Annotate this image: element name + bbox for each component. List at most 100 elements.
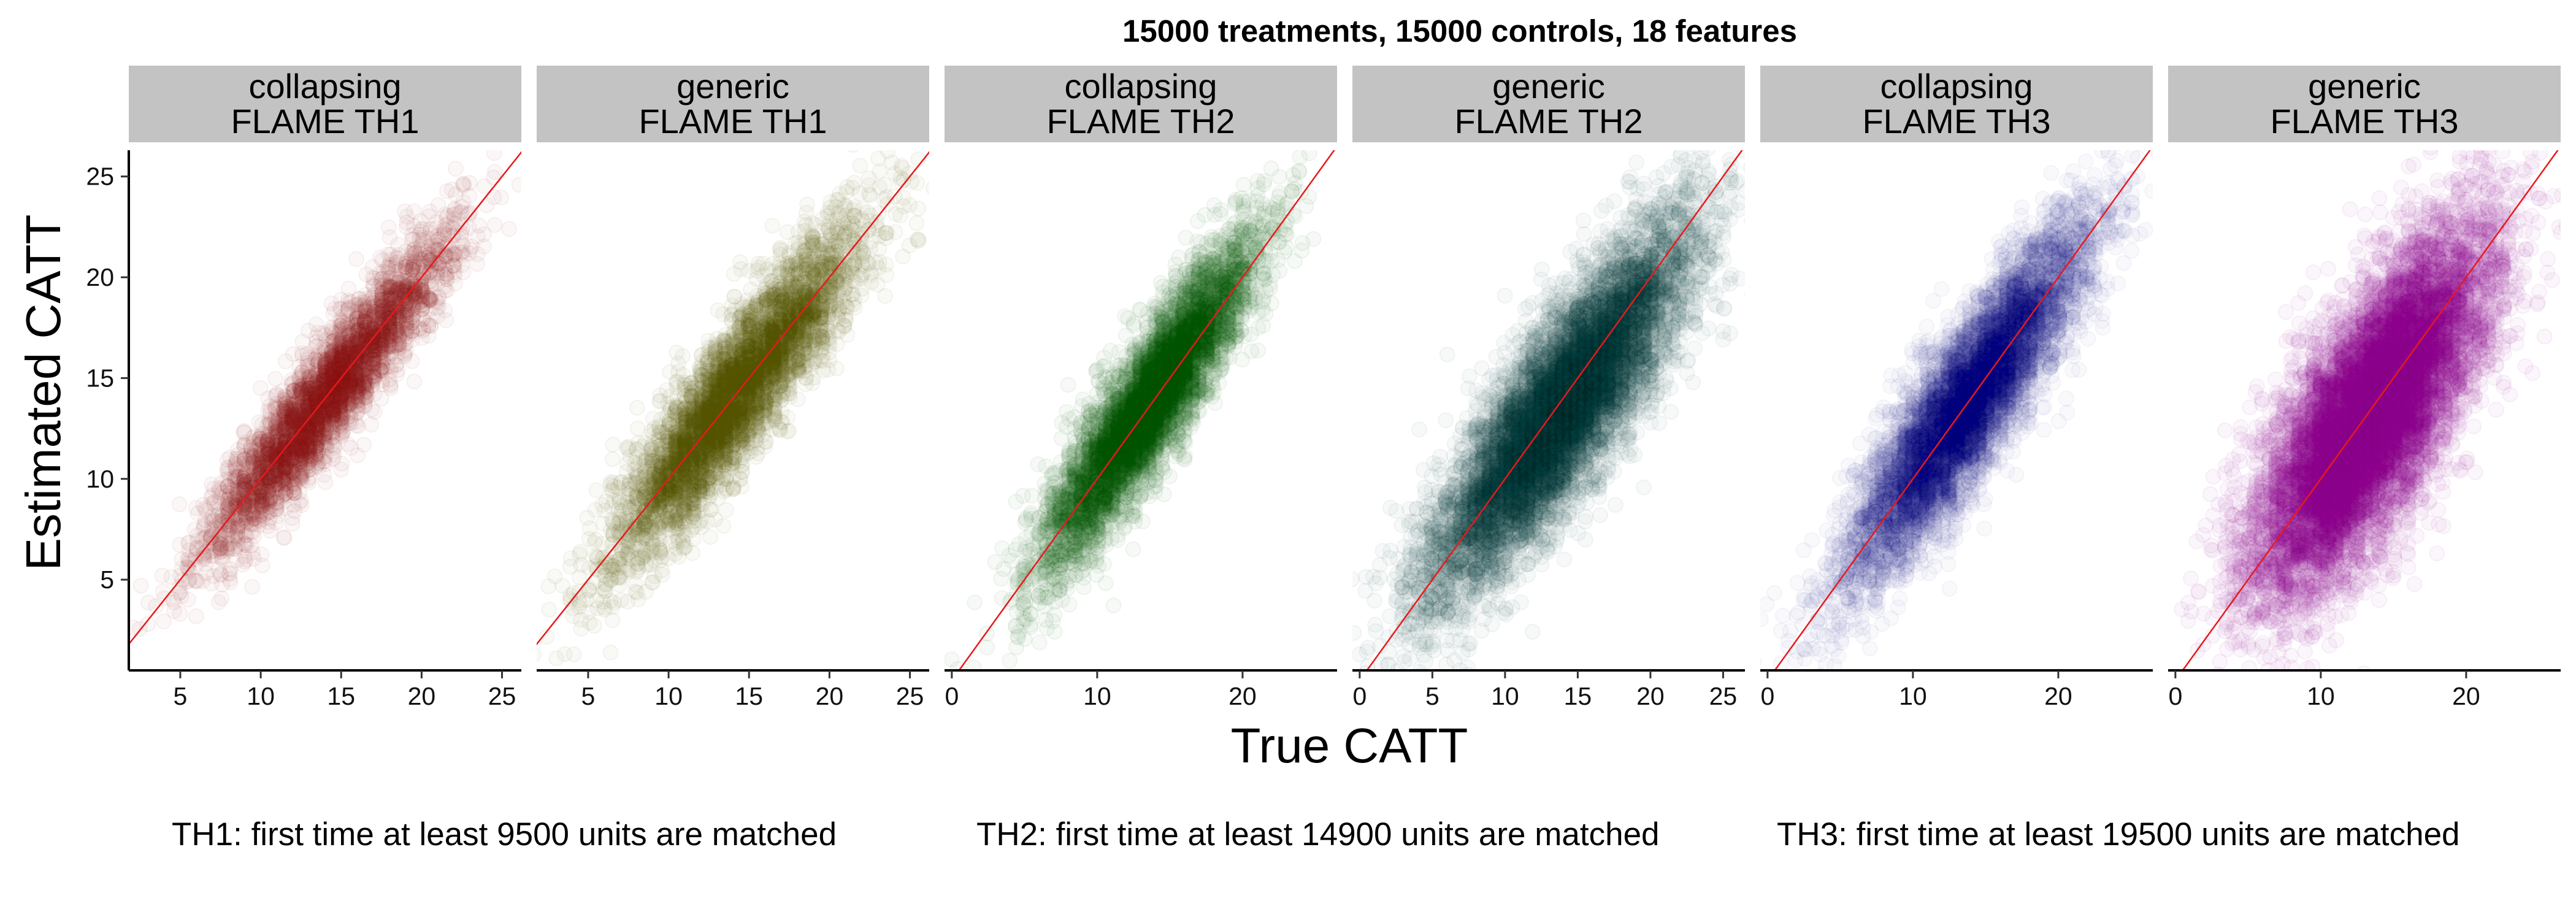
point [311, 381, 327, 397]
point [380, 296, 397, 313]
point [221, 488, 238, 504]
point [254, 486, 270, 502]
point [222, 541, 239, 558]
point [331, 383, 348, 399]
point [227, 497, 243, 514]
point [382, 275, 399, 291]
point [359, 387, 375, 404]
point [356, 389, 372, 405]
point [220, 500, 236, 517]
point [332, 342, 348, 358]
point [381, 315, 397, 331]
point [363, 347, 380, 363]
point [332, 391, 349, 408]
point [318, 420, 334, 436]
point [213, 475, 230, 491]
point [357, 362, 374, 379]
point [332, 389, 349, 406]
point [331, 323, 348, 340]
point [237, 434, 254, 451]
point [316, 393, 332, 410]
point [445, 207, 462, 223]
point [261, 442, 278, 458]
point [348, 347, 365, 363]
point [156, 613, 172, 630]
point [372, 341, 389, 358]
point [237, 437, 253, 453]
point [366, 347, 383, 363]
point [259, 491, 275, 507]
point [396, 307, 412, 323]
point [372, 315, 389, 332]
point [366, 305, 382, 322]
point [335, 391, 351, 407]
point [476, 238, 492, 255]
point [195, 521, 212, 537]
point [341, 355, 358, 371]
point [293, 469, 309, 486]
point [326, 407, 343, 423]
point [334, 352, 351, 368]
point [430, 247, 447, 263]
point [270, 451, 286, 467]
point [174, 551, 190, 568]
point [261, 444, 277, 460]
point [292, 437, 309, 453]
point [268, 454, 285, 470]
point [447, 186, 464, 203]
point [334, 367, 351, 383]
point [221, 511, 237, 527]
point [294, 334, 311, 350]
point [259, 505, 275, 521]
point [236, 467, 252, 483]
point [293, 435, 309, 451]
point [323, 359, 340, 375]
point [316, 356, 333, 372]
point [268, 457, 285, 473]
point [420, 250, 436, 266]
point [220, 506, 236, 522]
point [227, 459, 243, 475]
point [332, 410, 349, 426]
point [204, 529, 220, 545]
point [339, 350, 356, 367]
point [299, 394, 316, 410]
point [380, 324, 396, 341]
point [267, 428, 283, 445]
point [364, 367, 381, 384]
point [245, 508, 261, 525]
point [285, 391, 301, 408]
point [251, 457, 268, 473]
point [285, 417, 302, 434]
x-tick-label: 5 [174, 682, 188, 710]
point [431, 259, 447, 275]
point [415, 229, 432, 246]
point [381, 307, 397, 323]
point [342, 378, 359, 394]
point [308, 388, 324, 404]
point [383, 246, 399, 263]
point [325, 385, 342, 401]
point [294, 420, 310, 436]
point [244, 505, 261, 522]
point [331, 411, 348, 427]
point [358, 328, 374, 345]
point [243, 447, 259, 463]
point [334, 455, 350, 472]
point [372, 332, 388, 348]
point [429, 264, 446, 281]
point [383, 289, 399, 306]
point [365, 306, 381, 323]
point [302, 439, 318, 455]
point [318, 371, 334, 388]
point [358, 385, 374, 401]
point [326, 357, 342, 374]
point [308, 427, 324, 443]
point [335, 308, 351, 324]
point [263, 405, 279, 422]
point [286, 464, 302, 480]
point [195, 546, 212, 562]
point [382, 362, 399, 379]
point [332, 391, 348, 407]
